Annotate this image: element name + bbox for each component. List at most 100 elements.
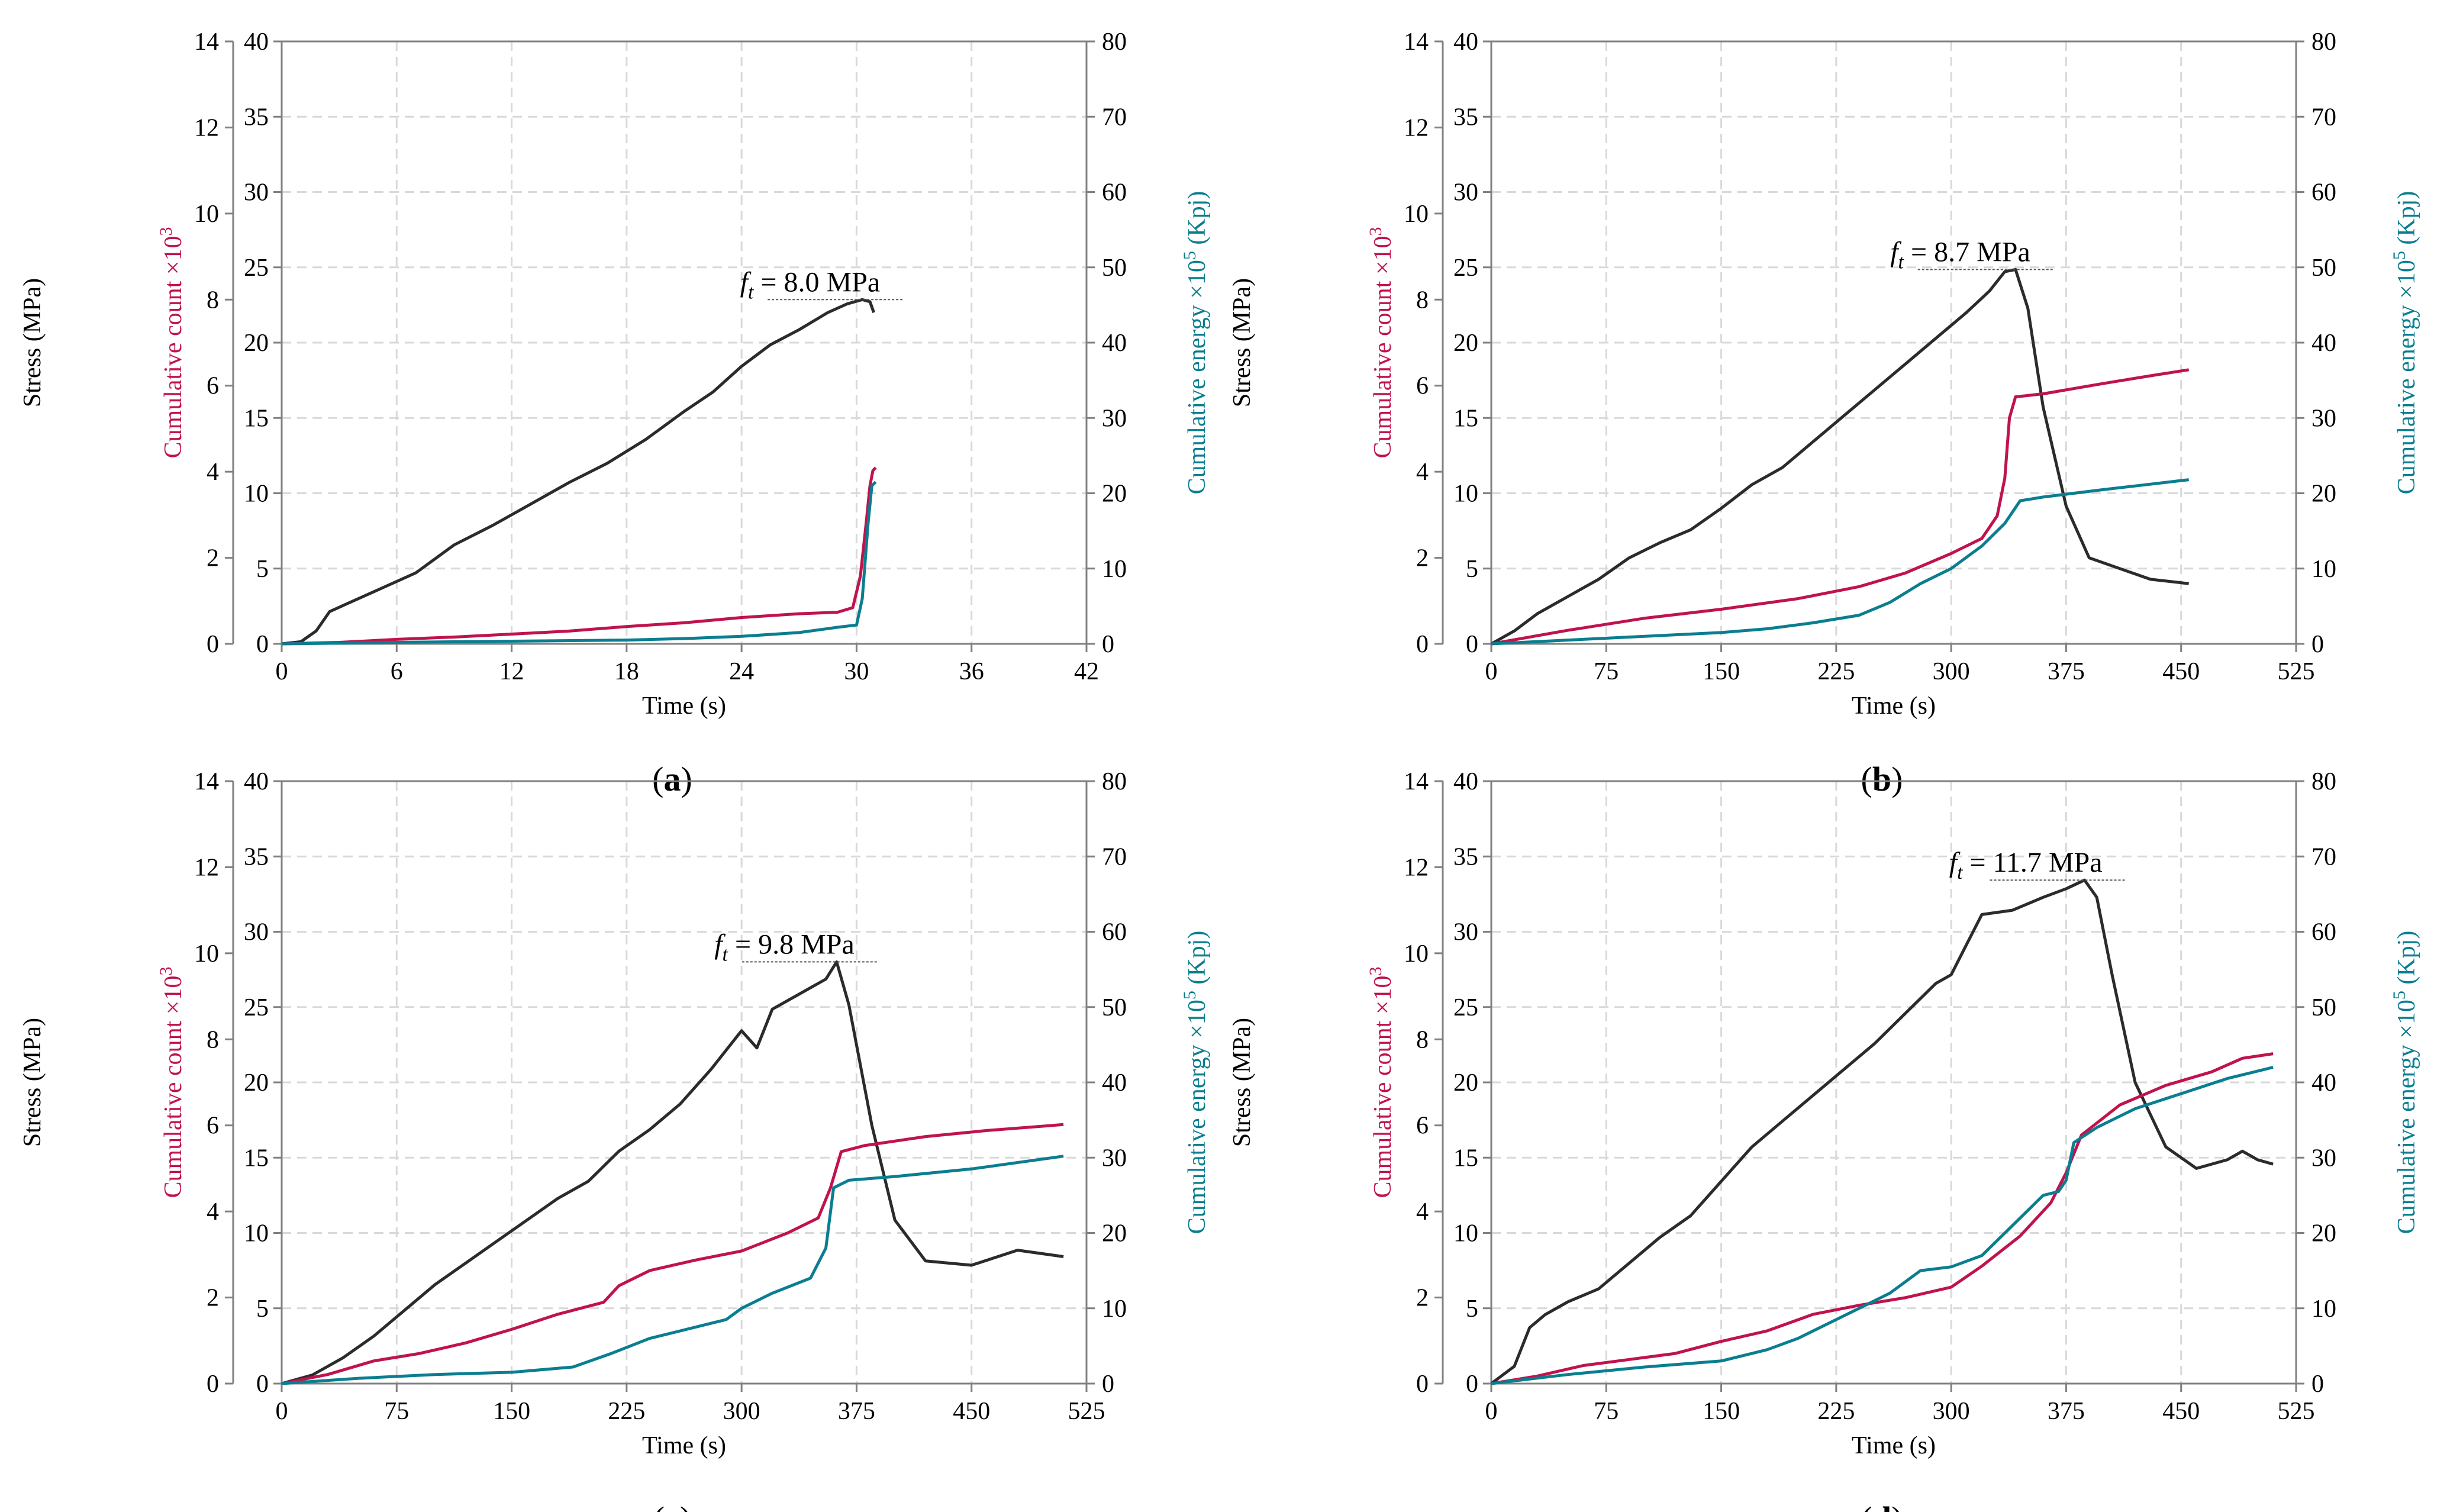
peak-annotation: ft = 11.7 MPa [1949, 847, 2103, 884]
count-axis-label-text: Cumulative count ×10 [1369, 236, 1397, 459]
count-tick-label: 20 [1453, 1069, 1478, 1097]
x-tick-label: 0 [276, 658, 288, 685]
series-line-count [1491, 368, 2190, 646]
stress-tick-label: 2 [1416, 545, 1429, 572]
count-tick-label: 5 [256, 556, 269, 583]
x-tick-label: 42 [1074, 658, 1099, 685]
panel-label-close: ) [681, 760, 692, 798]
x-tick-label: 450 [953, 1398, 990, 1425]
stress-tick-label: 8 [1416, 286, 1429, 314]
count-tick-label: 40 [244, 768, 269, 795]
count-tick-label: 5 [1466, 556, 1478, 583]
peak-annotation-sub: t [748, 281, 755, 303]
energy-axis-label-unit: (Kpj) [1184, 931, 1211, 991]
stress-tick-label: 4 [1416, 459, 1429, 486]
x-tick-label: 75 [1594, 658, 1619, 685]
energy-tick-label: 10 [2311, 556, 2336, 583]
count-tick-label: 25 [244, 994, 269, 1021]
stress-tick-label: 0 [207, 1371, 219, 1398]
count-tick-label: 25 [244, 254, 269, 282]
panel-label-close: ) [680, 1500, 691, 1512]
count-axis-label-sup: 3 [1366, 967, 1385, 976]
energy-tick-label: 40 [1102, 330, 1127, 357]
stress-tick-label: 2 [207, 1285, 219, 1312]
peak-annotation-sub: t [1898, 251, 1905, 273]
peak-annotation-sub: t [723, 943, 729, 965]
stress-tick-label: 2 [207, 545, 219, 572]
series-line-count [1491, 1052, 2274, 1385]
count-axis-label-sup: 3 [156, 227, 176, 236]
count-tick-label: 30 [244, 179, 269, 207]
count-tick-label: 40 [1453, 768, 1478, 795]
panel-label-close: ) [1891, 760, 1903, 798]
panel-label-open: ( [652, 760, 663, 798]
count-axis-label-text: Cumulative count ×10 [160, 236, 187, 459]
energy-tick-label: 50 [2311, 994, 2336, 1021]
energy-axis-label-text: Cumulative energy ×10 [1184, 1000, 1211, 1234]
count-tick-label: 5 [256, 1295, 269, 1323]
panel-label-open: ( [1861, 760, 1872, 798]
x-tick-label: 0 [1485, 658, 1498, 685]
panel-b: 0 75 150 225 300 375 450 5250246810121405101520… [1229, 28, 2420, 798]
count-tick-label: 0 [256, 1371, 269, 1398]
stress-tick-label: 14 [194, 28, 219, 56]
series-line-energy [281, 1155, 1064, 1385]
count-tick-label: 15 [1453, 405, 1478, 432]
energy-tick-label: 70 [1102, 843, 1127, 871]
energy-tick-label: 80 [2311, 28, 2336, 56]
energy-axis-label: Cumulative energy ×105 (Kpj) [1180, 931, 1211, 1234]
x-tick-label: 6 [391, 658, 403, 685]
stress-tick-label: 4 [207, 1198, 219, 1226]
panel-label: (c) [653, 1500, 691, 1512]
count-tick-label: 10 [244, 481, 269, 508]
stress-tick-label: 10 [194, 940, 219, 968]
energy-tick-label: 70 [2311, 104, 2336, 131]
energy-tick-label: 40 [2311, 330, 2336, 357]
stress-tick-label: 8 [1416, 1026, 1429, 1053]
energy-tick-label: 10 [1102, 556, 1127, 583]
stress-axis-label: Stress (MPa) [1229, 278, 1256, 407]
stress-tick-label: 8 [207, 286, 219, 314]
x-tick-label: 0 [276, 1398, 288, 1425]
stress-tick-label: 10 [194, 201, 219, 228]
count-tick-label: 0 [256, 631, 269, 658]
energy-tick-label: 0 [1102, 1371, 1114, 1398]
stress-axis-label: Stress (MPa) [19, 278, 46, 407]
count-tick-label: 25 [1453, 994, 1478, 1021]
count-axis-label-sup: 3 [1366, 227, 1385, 236]
energy-axis-label-unit: (Kpj) [2393, 931, 2420, 991]
count-axis-label: Cumulative count ×103 [1366, 227, 1397, 459]
stress-tick-label: 14 [1404, 28, 1429, 56]
peak-annotation-text: = 11.7 MPa [1963, 847, 2103, 878]
panel-label-open: ( [653, 1500, 665, 1512]
count-tick-label: 15 [244, 405, 269, 432]
count-axis-label: Cumulative count ×103 [1366, 967, 1397, 1198]
peak-annotation-sub: t [1957, 862, 1964, 884]
stress-tick-label: 12 [1404, 114, 1429, 141]
energy-tick-label: 80 [2311, 768, 2336, 795]
stress-tick-label: 0 [207, 631, 219, 658]
x-tick-label: 0 [1485, 1398, 1498, 1425]
count-tick-label: 20 [244, 330, 269, 357]
count-tick-label: 20 [1453, 330, 1478, 357]
stress-tick-label: 6 [207, 373, 219, 400]
panel-label: (b) [1861, 760, 1903, 798]
energy-tick-label: 0 [1102, 631, 1114, 658]
count-tick-label: 10 [1453, 1220, 1478, 1247]
count-tick-label: 10 [1453, 481, 1478, 508]
count-tick-label: 35 [244, 104, 269, 131]
series-line-energy [1491, 1066, 2274, 1385]
energy-axis-label-unit: (Kpj) [1184, 191, 1211, 251]
energy-tick-label: 50 [1102, 994, 1127, 1021]
energy-axis-label-text: Cumulative energy ×10 [1184, 260, 1211, 494]
x-tick-label: 75 [384, 1398, 409, 1425]
count-tick-label: 5 [1466, 1295, 1478, 1323]
energy-tick-label: 60 [2311, 179, 2336, 207]
stress-tick-label: 8 [207, 1026, 219, 1053]
energy-tick-label: 10 [2311, 1295, 2336, 1323]
panel-label-letter: b [1872, 760, 1891, 798]
x-tick-label: 12 [499, 658, 524, 685]
stress-tick-label: 6 [1416, 1113, 1429, 1140]
stress-tick-label: 4 [1416, 1198, 1429, 1226]
